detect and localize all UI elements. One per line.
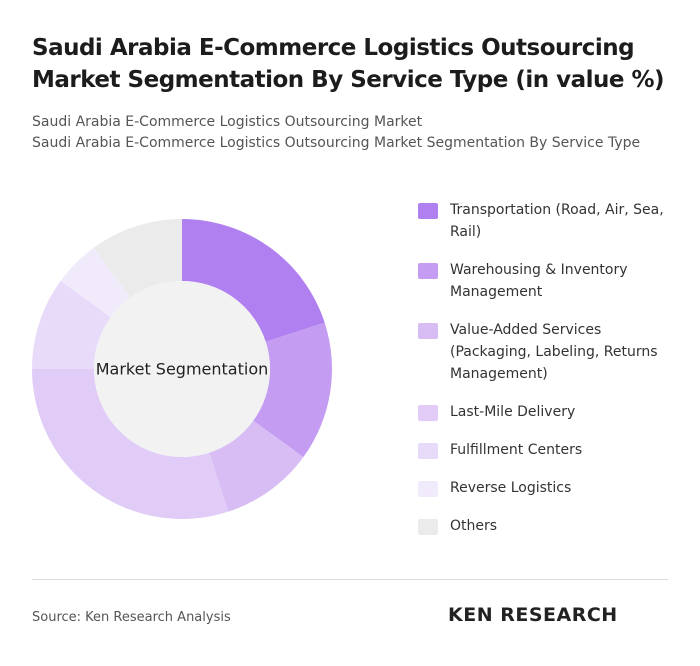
legend-item: Others [418, 515, 668, 537]
donut-segment [32, 280, 111, 369]
legend-item: Reverse Logistics [418, 477, 668, 499]
legend-label: Last-Mile Delivery [450, 404, 576, 420]
legend-swatch [418, 323, 438, 339]
center-label: Market Segmentation [96, 360, 269, 379]
source: Source: Ken Research Analysis [32, 610, 231, 625]
divider [32, 579, 668, 580]
donut-segment [32, 369, 229, 519]
legend-swatch [418, 263, 438, 279]
legend-swatch [418, 405, 438, 421]
legend-label: Transportation (Road, Air, Sea, Rail) [450, 202, 664, 240]
legend-label: Others [450, 518, 498, 534]
donut-segment [182, 219, 325, 342]
donut-segment [60, 247, 131, 318]
legend-item: Fulfillment Centers [418, 439, 668, 461]
legend-label: Reverse Logistics [450, 480, 572, 496]
brand-logo: KEN RESEARCH [448, 604, 618, 626]
legend-item: Transportation (Road, Air, Sea, Rail) [418, 199, 668, 243]
donut-segment [93, 219, 182, 298]
subtitle-line: Saudi Arabia E-Commerce Logistics Outsou… [32, 114, 423, 130]
subtitle: Saudi Arabia E-Commerce Logistics Outsou… [32, 112, 640, 154]
legend: Transportation (Road, Air, Sea, Rail) War… [418, 199, 668, 553]
legend-swatch [418, 203, 438, 219]
legend-swatch [418, 481, 438, 497]
legend-swatch [418, 443, 438, 459]
legend-item: Value-Added Services (Packaging, Labelin… [418, 319, 668, 385]
legend-label: Warehousing & Inventory Management [450, 262, 628, 300]
donut-segment [209, 420, 304, 512]
donut-center [94, 281, 270, 457]
donut-segment [253, 322, 332, 458]
legend-label: Value-Added Services (Packaging, Labelin… [450, 322, 658, 382]
donut-chart: Market Segmentation [32, 219, 332, 519]
legend-item: Warehousing & Inventory Management [418, 259, 668, 303]
chart-title: Saudi Arabia E-Commerce Logistics Outsou… [32, 35, 665, 93]
legend-swatch [418, 519, 438, 535]
subtitle-line: Saudi Arabia E-Commerce Logistics Outsou… [32, 135, 641, 151]
legend-item: Last-Mile Delivery [418, 401, 668, 423]
legend-label: Fulfillment Centers [450, 442, 583, 458]
